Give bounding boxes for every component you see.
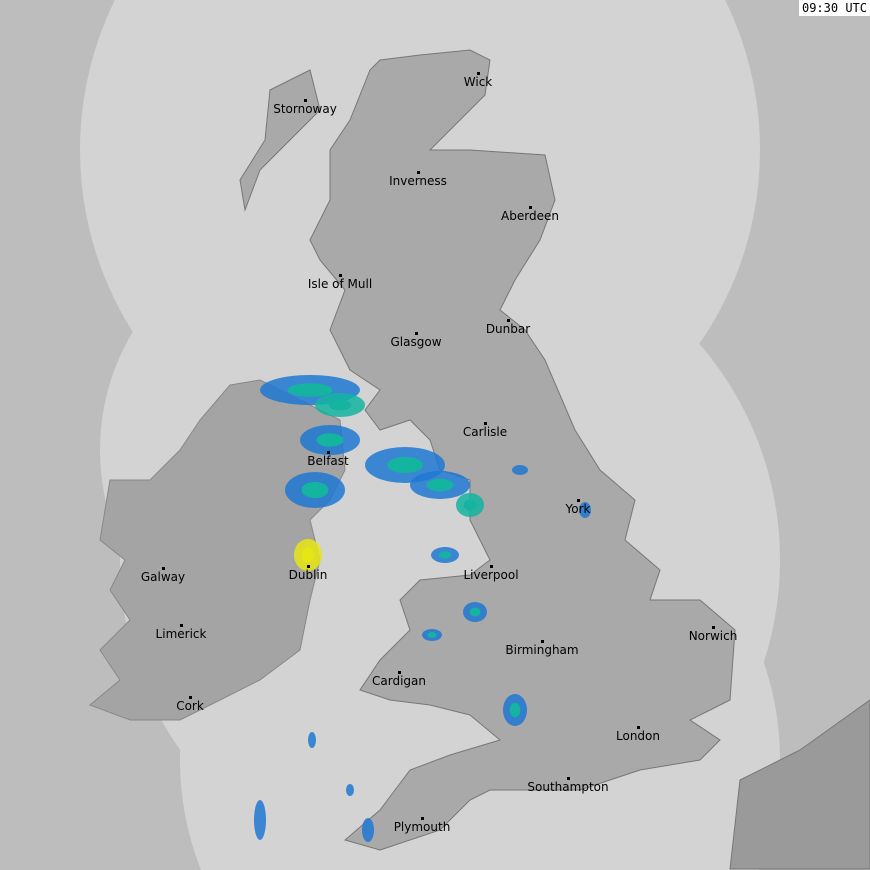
great-britain-landmass <box>309 49 736 851</box>
rain-echo-core <box>316 433 344 447</box>
city-label: Glasgow <box>390 335 442 349</box>
rain-echo-core <box>427 632 437 638</box>
ireland-landmass <box>89 379 346 721</box>
city-dot <box>567 777 570 780</box>
city-label: Southampton <box>527 780 609 794</box>
city-label: Cardigan <box>372 674 426 688</box>
city-dot <box>637 726 640 729</box>
rain-echo-core <box>469 607 481 617</box>
city-dot <box>415 332 418 335</box>
city-dot <box>339 274 342 277</box>
city-label: Stornoway <box>273 102 337 116</box>
rain-echo-core <box>463 499 477 511</box>
city-dot <box>712 626 715 629</box>
city-label: Belfast <box>307 454 349 468</box>
rain-echo-core <box>426 478 454 492</box>
city-label: Norwich <box>688 629 738 643</box>
city-dot <box>484 422 487 425</box>
city-label: Isle of Mull <box>307 277 373 291</box>
timestamp-label: 09:30 UTC <box>798 0 870 16</box>
city-dot <box>541 640 544 643</box>
city-label: Cork <box>176 699 204 713</box>
city-dot <box>189 696 192 699</box>
rain-echo-core <box>328 399 352 411</box>
city-dot <box>490 565 493 568</box>
rain-echo-core <box>509 702 521 718</box>
city-label: Dunbar <box>485 322 531 336</box>
city-dot <box>577 499 580 502</box>
city-label: Wick <box>463 75 493 89</box>
city-dot <box>327 451 330 454</box>
city-label: Limerick <box>155 627 207 641</box>
city-dot <box>180 624 183 627</box>
city-label: Inverness <box>389 174 447 188</box>
rain-echo-core <box>438 551 452 559</box>
city-dot <box>162 567 165 570</box>
rain-echo-core <box>301 547 315 563</box>
city-dot <box>398 671 401 674</box>
city-label: Aberdeen <box>501 209 559 223</box>
city-label: Plymouth <box>393 820 451 834</box>
city-dot <box>417 171 420 174</box>
city-label: Galway <box>140 570 186 584</box>
city-label: Dublin <box>288 568 328 582</box>
rain-echo <box>579 502 591 518</box>
city-dot <box>304 99 307 102</box>
rain-echo-core <box>301 481 329 499</box>
city-dot <box>477 72 480 75</box>
city-dot <box>421 817 424 820</box>
city-dot <box>529 206 532 209</box>
city-label: Birmingham <box>505 643 579 657</box>
rain-echo-core <box>287 383 333 397</box>
rain-echo <box>512 465 528 475</box>
city-dot <box>307 565 310 568</box>
city-label: London <box>616 729 660 743</box>
continent-landmass <box>729 699 870 870</box>
rain-echo-core <box>387 456 423 474</box>
rain-echo <box>362 818 374 842</box>
city-label: York <box>565 502 591 516</box>
city-label: Liverpool <box>463 568 519 582</box>
city-dot <box>507 319 510 322</box>
city-label: Carlisle <box>462 425 508 439</box>
rain-echo <box>308 732 316 748</box>
rain-echoes <box>254 375 591 842</box>
rain-echo <box>346 784 354 796</box>
hebrides-landmass <box>239 69 321 212</box>
rain-echo <box>254 800 266 840</box>
